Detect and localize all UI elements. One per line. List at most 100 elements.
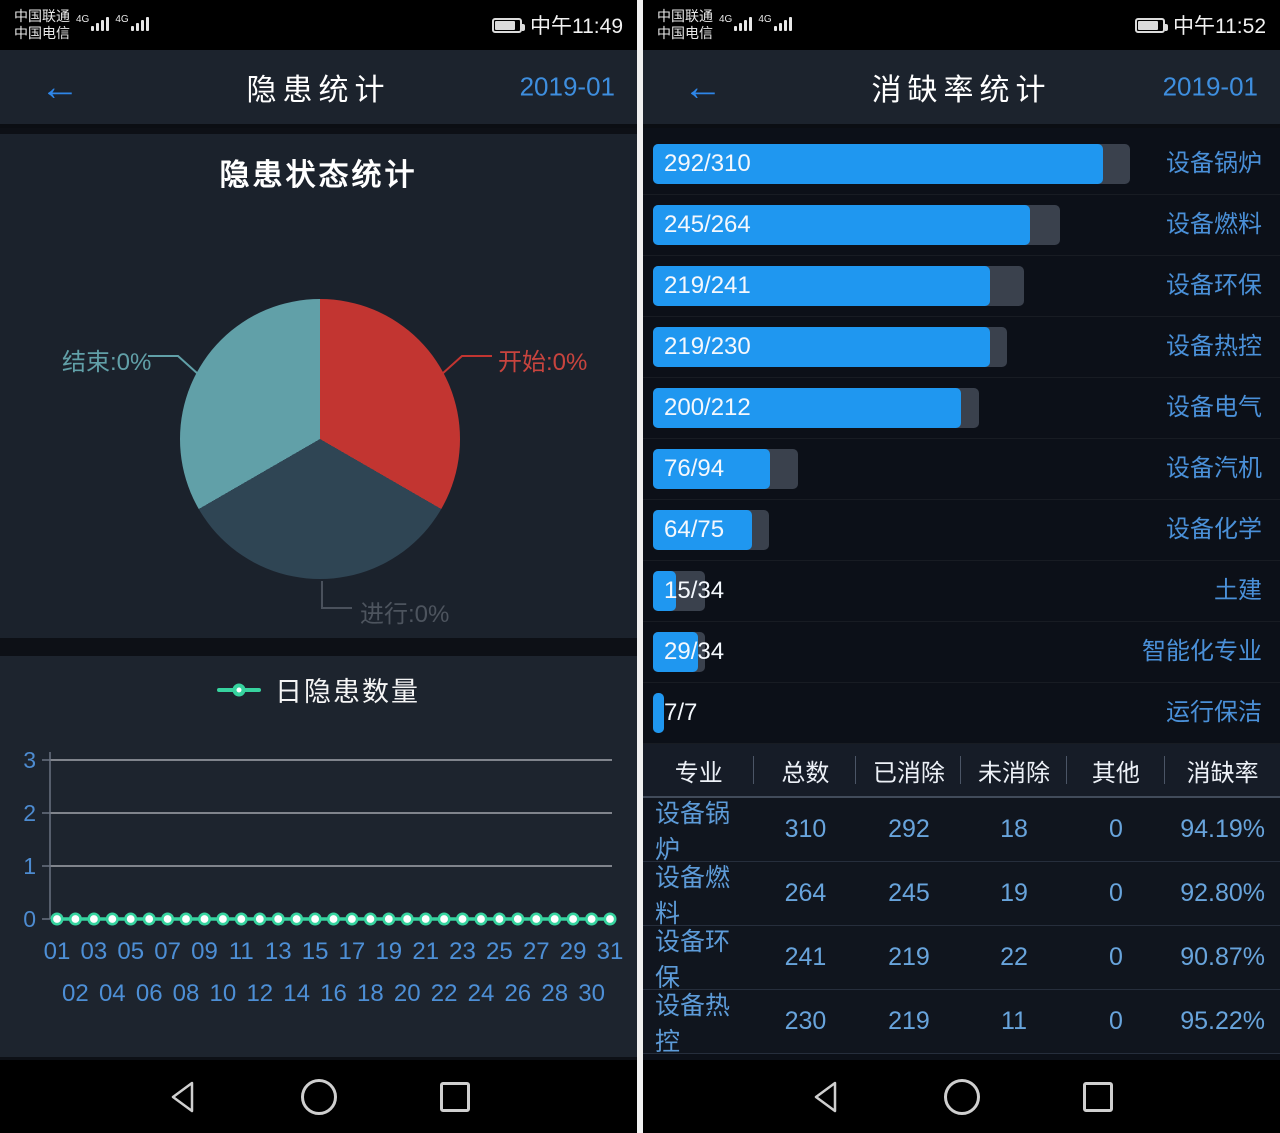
nav-back-button[interactable] — [169, 1080, 195, 1114]
page-title: 隐患统计 — [246, 74, 391, 107]
table-cell: 0 — [1108, 1007, 1123, 1035]
bar-category-label: 设备热控 — [1166, 333, 1262, 360]
bar-category-label: 设备化学 — [1166, 516, 1262, 543]
bar-fill — [653, 205, 1030, 245]
nav-recents-button[interactable] — [1083, 1081, 1114, 1112]
date-picker-button[interactable]: 2019-01 — [1162, 71, 1258, 102]
daily-line-chart-panel: 日隐患数量 0 1 2 3 01 02 03 04 05 06 07 08 09 10 11 12 13 14 15… — [0, 656, 637, 1057]
bar-value-label: 292/310 — [664, 150, 751, 177]
pie-chart-title: 隐患状态统计 — [219, 159, 418, 192]
app-header-right: ← 消缺率统计 2019-01 — [643, 50, 1280, 128]
back-arrow-icon[interactable]: ← — [683, 65, 723, 109]
svg-text:18: 18 — [357, 980, 384, 1007]
table-cell: 18 — [1000, 815, 1028, 843]
table-cell: 95.22% — [1180, 1007, 1266, 1035]
table-cell: 292 — [888, 815, 930, 843]
line-legend-marker-icon — [217, 683, 261, 696]
signal-strength-icon: 4G — [758, 14, 792, 31]
table-cell: 0 — [1108, 815, 1123, 843]
bar-fill — [653, 693, 664, 733]
screen-defect-elimination-stats: 中国联通 中国电信 4G 4G 中午11:52 ← 消缺率统计 2019 — [643, 0, 1280, 1133]
table-cell: 90.87% — [1180, 943, 1266, 971]
table-cell: 94.19% — [1180, 815, 1266, 843]
table-header-cell: 已消除 — [856, 753, 961, 788]
table-row: 设备环保 241 219 22 0 90.87% — [643, 926, 1280, 992]
bar-value-label: 7/7 — [664, 699, 698, 726]
bar-track — [653, 632, 705, 672]
svg-text:14: 14 — [283, 980, 310, 1007]
nav-home-button[interactable] — [300, 1078, 337, 1115]
carrier-bottom-label: 中国电信 — [14, 25, 70, 41]
bar-fill — [653, 388, 961, 428]
bar-category-label: 智能化专业 — [1142, 638, 1262, 665]
bar-value-label: 15/34 — [664, 577, 725, 604]
defect-bar-row: 292/310 设备锅炉 — [643, 134, 1280, 195]
carrier-block: 中国联通 中国电信 4G 4G — [657, 8, 792, 42]
bar-category-label: 设备锅炉 — [1166, 150, 1262, 177]
svg-text:19: 19 — [375, 938, 402, 965]
bar-fill — [653, 510, 752, 550]
line-legend-label: 日隐患数量 — [275, 677, 420, 707]
nav-back-button[interactable] — [812, 1080, 838, 1114]
defect-bar-row: 7/7 运行保洁 — [643, 683, 1280, 744]
carrier-top-label: 中国联通 — [14, 8, 70, 24]
svg-text:01: 01 — [44, 938, 71, 965]
svg-text:3: 3 — [23, 747, 36, 773]
svg-text:17: 17 — [339, 938, 366, 965]
bar-track — [653, 266, 1024, 306]
bar-track — [653, 327, 1007, 367]
table-cell: 设备锅炉 — [655, 799, 731, 864]
back-arrow-icon[interactable]: ← — [40, 65, 80, 109]
date-picker-button[interactable]: 2019-01 — [519, 71, 615, 102]
defect-bar-row: 64/75 设备化学 — [643, 500, 1280, 561]
daily-count-line-chart: 0 1 2 3 01 02 03 04 05 06 07 08 09 10 11 12 13 14 15 16 17 18… — [0, 716, 637, 1056]
table-cell: 19 — [1000, 879, 1028, 907]
table-row: 设备燃料 264 245 19 0 92.80% — [643, 862, 1280, 928]
svg-text:13: 13 — [265, 938, 292, 965]
bar-category-label: 设备电气 — [1166, 394, 1262, 421]
nav-home-button[interactable] — [943, 1078, 980, 1115]
table-header-cell: 消缺率 — [1186, 759, 1259, 787]
defect-bar-row: 200/212 设备电气 — [643, 378, 1280, 439]
android-nav-bar — [0, 1060, 637, 1133]
bar-fill — [653, 144, 1103, 184]
svg-text:22: 22 — [431, 980, 458, 1007]
defect-bar-row: 219/230 设备热控 — [643, 317, 1280, 378]
defect-rate-bar-chart: 292/310 设备锅炉 245/264 设备燃料 219/241 设备环保 219/230… — [643, 128, 1280, 744]
table-row: 设备热控 230 219 11 0 95.22% — [643, 990, 1280, 1056]
svg-text:31: 31 — [597, 938, 624, 965]
bar-value-label: 245/264 — [664, 211, 751, 238]
svg-text:29: 29 — [560, 938, 587, 965]
clock-time: 中午11:52 — [1173, 15, 1266, 38]
svg-text:23: 23 — [449, 938, 476, 965]
svg-text:05: 05 — [117, 938, 144, 965]
carrier-top-label: 中国联通 — [657, 8, 713, 24]
svg-text:2: 2 — [23, 800, 36, 826]
table-cell: 22 — [1000, 943, 1028, 971]
status-bar-right: 中国联通 中国电信 4G 4G 中午11:52 — [643, 0, 1280, 50]
bar-category-label: 设备环保 — [1166, 272, 1262, 299]
table-cell: 设备环保 — [655, 927, 731, 992]
bar-fill — [653, 571, 676, 611]
table-cell: 0 — [1108, 879, 1123, 907]
table-cell: 230 — [784, 1007, 827, 1035]
signal-strength-icon: 4G — [115, 14, 149, 31]
svg-text:30: 30 — [578, 980, 605, 1007]
defect-bar-row: 29/34 智能化专业 — [643, 622, 1280, 683]
table-cell: 241 — [784, 943, 827, 971]
nav-recents-button[interactable] — [440, 1081, 471, 1112]
carrier-block: 中国联通 中国电信 4G 4G — [14, 8, 149, 42]
defect-bar-row: 15/34 土建 — [643, 561, 1280, 622]
defect-bar-row: 219/241 设备环保 — [643, 256, 1280, 317]
line-chart-legend[interactable]: 日隐患数量 — [0, 670, 637, 709]
svg-text:11: 11 — [229, 938, 254, 965]
bar-track — [653, 510, 769, 550]
svg-text:21: 21 — [412, 938, 439, 965]
defect-stats-table: 专业 总数 已消除 未消除 其他 消缺率 设备锅炉 310 292 18 0 94.19% 设备燃料 2… — [643, 744, 1280, 1056]
bar-value-label: 219/241 — [664, 272, 751, 299]
bar-fill — [653, 632, 698, 672]
signal-strength-icon: 4G — [76, 14, 110, 31]
table-cell: 设备热控 — [655, 991, 731, 1056]
battery-icon — [1135, 17, 1168, 33]
carrier-bottom-label: 中国电信 — [657, 25, 713, 41]
